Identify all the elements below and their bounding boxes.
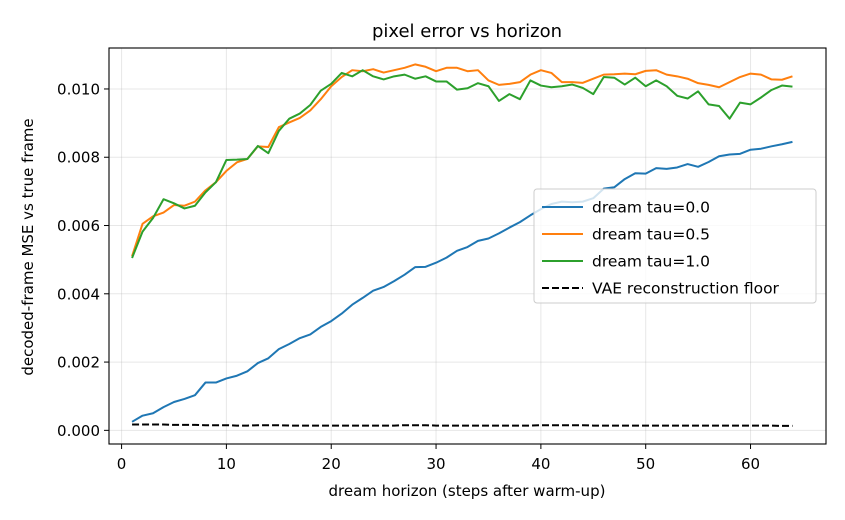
x-axis-title: dream horizon (steps after warm-up)	[329, 482, 606, 500]
x-tick-label: 60	[741, 455, 760, 473]
series-line-4	[132, 423, 793, 427]
x-tick-label: 0	[117, 455, 127, 473]
y-axis-title: decoded-frame MSE vs true frame	[19, 118, 37, 375]
legend-box	[533, 188, 817, 304]
y-tick-label: 0.006	[57, 217, 100, 235]
plot-frame	[108, 47, 827, 445]
legend-label: dream tau=0.5	[592, 226, 710, 244]
legend-label: dream tau=0.0	[592, 199, 710, 217]
legend-label: VAE reconstruction floor	[592, 280, 780, 298]
x-tick-label: 10	[217, 455, 236, 473]
x-tick-label: 30	[427, 455, 446, 473]
legend-label: dream tau=1.0	[592, 253, 710, 271]
series-group	[131, 63, 793, 427]
y-tick-label: 0.010	[57, 80, 100, 98]
legend: dream tau=0.0 dream tau=0.5 dream tau=1.0 V…	[533, 188, 817, 304]
x-tick-label: 20	[322, 455, 341, 473]
series-line-2	[131, 63, 793, 257]
x-tick-label: 50	[636, 455, 655, 473]
chart-title: pixel error vs horizon	[372, 21, 562, 42]
series-line-3	[131, 69, 793, 259]
y-tick-label: 0.008	[57, 149, 100, 167]
y-tick-label: 0.004	[57, 285, 100, 303]
axis-ticks: 0 10 20 30 40 50 60 0.000 0.002 0.004 0.006 0.008 0.…	[57, 80, 760, 473]
series-line-1	[131, 140, 793, 423]
x-tick-label: 40	[531, 455, 550, 473]
y-tick-label: 0.000	[57, 422, 100, 440]
y-tick-label: 0.002	[57, 354, 100, 372]
